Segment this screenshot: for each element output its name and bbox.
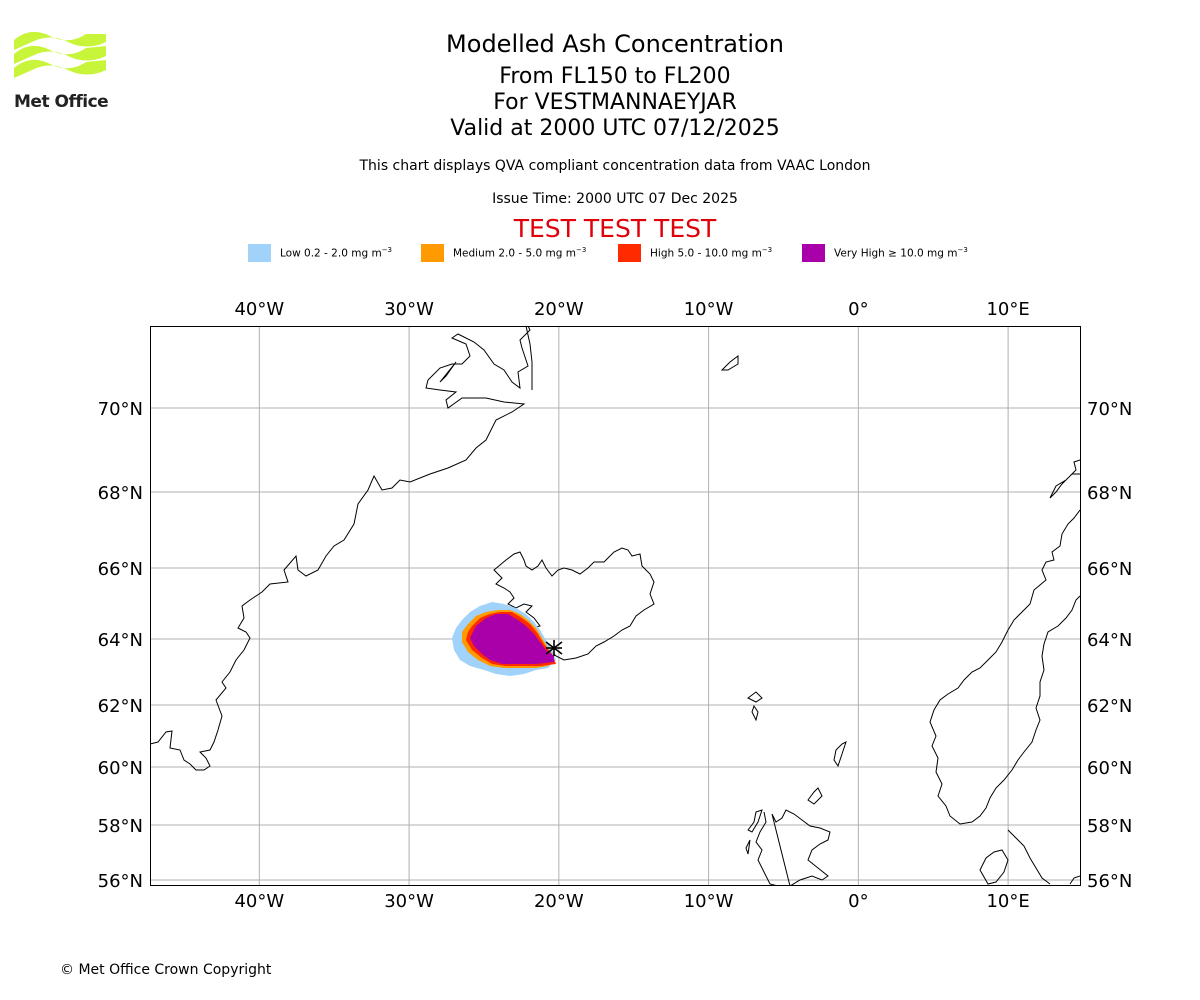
legend-label-low: Low 0.2 - 2.0 mg m (280, 247, 382, 260)
coastline-faroe (747, 691, 763, 722)
legend-label-high: High 5.0 - 10.0 mg m (650, 247, 762, 260)
lat-label-right: 58°N (1087, 816, 1132, 837)
lat-label-right: 62°N (1087, 696, 1132, 717)
graticule (150, 326, 1080, 885)
lat-label-left: 70°N (98, 399, 143, 420)
ash-very-high (470, 614, 554, 664)
coastline-sweden (1007, 829, 1051, 885)
test-banner: TEST TEST TEST (513, 214, 717, 243)
lat-label-right: 66°N (1087, 559, 1132, 580)
ash-cloud (452, 602, 556, 676)
met-office-logo: Met Office (14, 30, 110, 114)
chart-title: Modelled Ash Concentration (446, 30, 784, 58)
legend-swatch-low (248, 244, 271, 262)
legend-label-very-high: Very High ≥ 10.0 mg m (834, 247, 958, 260)
lat-label-right: 56°N (1087, 871, 1132, 892)
lon-label-bottom: 0° (848, 891, 868, 912)
coastline-scotland (755, 809, 831, 885)
coastline-hebrides (745, 809, 763, 855)
lat-label-right: 70°N (1087, 399, 1132, 420)
coastline-norway (929, 459, 1080, 825)
lon-label-top: 30°W (384, 299, 434, 320)
legend-swatch-high (618, 244, 641, 262)
lon-label-top: 0° (848, 299, 868, 320)
coastlines (150, 326, 1080, 885)
lat-label-left: 64°N (98, 630, 143, 651)
logo-text: Met Office (14, 92, 109, 112)
axis-labels: 40°W 40°W 30°W 30°W 20°W 20°W 10°W 10°W 0° 0° 10°E… (98, 299, 1133, 912)
flight-level-range: From FL150 to FL200 (499, 64, 731, 89)
lon-label-top: 20°W (534, 299, 584, 320)
copyright: © Met Office Crown Copyright (60, 962, 272, 978)
subtitle: This chart displays QVA compliant concen… (359, 158, 871, 174)
coastline-greenland-east (525, 326, 533, 390)
legend-swatch-very-high (802, 244, 825, 262)
lat-label-right: 64°N (1087, 630, 1132, 651)
met-office-waves-icon (14, 31, 106, 78)
lon-label-bottom: 10°W (684, 891, 734, 912)
valid-time: Valid at 2000 UTC 07/12/2025 (450, 116, 780, 141)
legend-label-medium: Medium 2.0 - 5.0 mg m (453, 247, 576, 260)
coastline-iceland (493, 547, 655, 661)
lat-label-left: 60°N (98, 758, 143, 779)
lon-label-top: 10°E (986, 299, 1029, 320)
lat-label-right: 68°N (1087, 483, 1132, 504)
lon-label-bottom: 10°E (986, 891, 1029, 912)
map-frame (150, 326, 1081, 886)
issue-time: Issue Time: 2000 UTC 07 Dec 2025 (492, 191, 738, 207)
coastline-denmark (979, 849, 1009, 885)
lon-label-bottom: 20°W (534, 891, 584, 912)
lon-label-bottom: 30°W (384, 891, 434, 912)
lat-label-left: 58°N (98, 816, 143, 837)
legend-swatch-medium (421, 244, 444, 262)
lon-label-top: 40°W (234, 299, 284, 320)
coastline-jan-mayen (720, 355, 739, 371)
lon-label-top: 10°W (684, 299, 734, 320)
lat-label-left: 62°N (98, 696, 143, 717)
lon-label-bottom: 40°W (234, 891, 284, 912)
volcano-name: For VESTMANNAEYJAR (493, 90, 737, 115)
coastline-baltic (1069, 875, 1080, 885)
coastline-greenland (150, 326, 531, 771)
lat-label-left: 66°N (98, 559, 143, 580)
lat-label-right: 60°N (1087, 758, 1132, 779)
coastline-greenland-inlet (439, 361, 457, 383)
coastline-shetland (833, 741, 847, 768)
volcano-marker (545, 640, 563, 656)
coastline-orkney (807, 787, 823, 805)
lat-label-left: 68°N (98, 483, 143, 504)
lat-label-left: 56°N (98, 871, 143, 892)
